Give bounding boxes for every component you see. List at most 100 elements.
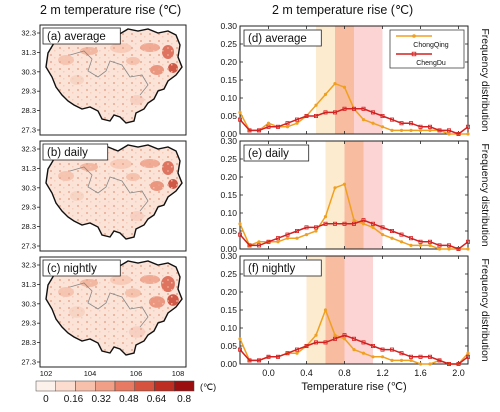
y-tick-label: 0.05 [220,111,237,121]
right-header: 2 m temperature rise (℃) [272,3,414,17]
left-header: 2 m temperature rise (℃) [40,3,182,17]
lat-tick-label: 32.3 [21,145,36,154]
colorbar-segment [174,380,195,392]
map-panel-label: (a) average [47,31,106,43]
data-point-chengdu [256,128,261,133]
highlight-band [306,256,326,364]
data-point-chengdu [389,228,394,233]
data-point-chongqing [352,348,356,352]
data-point-chengdu [399,232,404,237]
panel-label-box [243,259,322,277]
data-point-chongqing [314,229,318,233]
line-panel-1: 0.00 0.05 0.10 0.15 0.20 0.25 0.30 (d) average F… [220,21,491,139]
map-panel-1: (a) average 32.3 31.3 30.3 29.3 28.3 27.3 [21,24,187,136]
data-point-chengdu [294,117,299,122]
highlight-band [354,26,383,134]
lat-tick-label: 32.3 [21,261,36,270]
highlight-band [325,141,345,249]
data-point-chengdu [408,236,413,241]
data-point-chongqing [409,243,413,247]
data-point-chongqing [371,225,375,229]
data-point-chengdu [266,239,271,244]
lat-tick-label: 32.3 [21,29,36,38]
x-tick-label: 0.8 [338,368,351,378]
data-point-chengdu [465,239,470,244]
series-line-chengdu [239,219,469,250]
colorbar-tick-label: 0.48 [119,394,139,405]
data-point-chongqing [333,82,337,86]
data-point-chongqing [399,240,404,244]
data-point-chengdu [456,246,461,251]
legend-label: ChengDu [416,60,446,67]
data-point-chongqing [238,110,242,114]
y-tick-label: 0.05 [220,341,237,351]
data-point-chengdu [323,340,328,345]
panel-label-box [243,29,322,47]
data-point-chengdu [418,239,423,244]
data-point-chongqing [390,128,394,132]
lon-tick-label: 108 [172,369,185,378]
lat-tick-label: 27.3 [21,242,36,251]
x-axis-label: Temperature rise (℃) [301,381,406,393]
data-point-chengdu [465,124,470,129]
data-point-chongqing [371,355,375,359]
data-point-chongqing [409,128,413,132]
data-point-chengdu [446,361,451,366]
x-tick-label: 1.6 [414,368,427,378]
lat-tick-label: 27.3 [21,358,36,367]
data-point-chongqing [428,128,432,132]
data-point-chengdu [294,347,299,352]
data-point-chengdu [370,110,375,115]
data-point-chengdu [237,347,242,352]
colorbar-tick-label: 0.8 [177,394,191,405]
data-point-chengdu [370,343,375,348]
y-tick-label: 0.15 [220,190,237,200]
y-tick-label: 0.30 [220,21,237,31]
data-point-chengdu [389,117,394,122]
data-point-chengdu [427,354,432,359]
lat-tick-label: 29.3 [21,87,36,96]
panel-label: (e) daily [248,148,289,160]
data-point-chengdu [408,354,413,359]
data-point-chongqing [361,222,366,226]
map-label-box [42,27,121,45]
data-point-chongqing [380,233,385,237]
data-point-chongqing [466,351,470,355]
data-point-chengdu [437,358,442,363]
lat-tick-label: 31.3 [21,48,36,57]
data-point-chongqing [323,308,328,312]
data-point-chengdu [351,336,356,341]
data-point-chengdu [275,236,280,241]
data-point-chengdu [456,361,461,366]
y-axis-label: Frequency distribution [479,28,491,131]
map-label-box [42,259,121,277]
data-point-chengdu [446,128,451,133]
y-tick-label: 0.10 [220,93,237,103]
colorbar-tick-label: 0.32 [91,394,111,405]
highlight-band [325,256,345,364]
province-border [69,50,149,96]
highlight-band [335,26,354,134]
y-axis-label: Frequency distribution [479,143,491,246]
data-point-chengdu [465,354,470,359]
data-point-chongqing [257,240,261,244]
data-point-chengdu [275,354,280,359]
lon-tick-label: 104 [84,369,97,378]
data-point-chengdu [446,243,451,248]
data-point-chengdu [370,221,375,226]
data-point-chengdu [456,131,461,136]
data-point-chongqing [428,243,432,247]
data-point-chongqing [285,236,290,240]
lat-tick-label: 30.3 [21,299,36,308]
map-panel-2: (b) daily 32.3 31.3 30.3 29.3 28.3 27.3 [21,140,187,252]
y-tick-label: 0.20 [220,172,237,182]
data-point-chengdu [437,243,442,248]
data-point-chongqing [352,218,356,222]
line-panel-3: 0.00 0.05 0.10 0.15 0.20 0.25 0.30 (f) nightly F… [220,251,491,393]
data-point-chongqing [295,351,299,355]
lat-tick-label: 29.3 [21,319,36,328]
data-point-chongqing [342,337,347,341]
data-point-chengdu [361,218,366,223]
